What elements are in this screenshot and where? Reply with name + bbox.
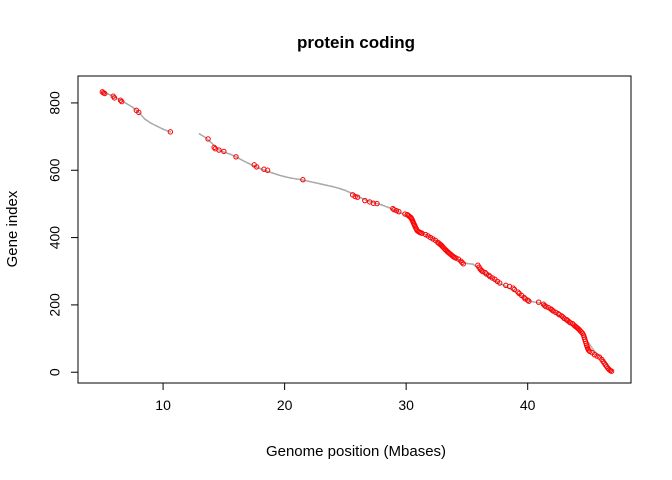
highlighted-gene-point — [526, 298, 532, 304]
highlighted-gene-point — [482, 269, 488, 276]
highlighted-gene-point — [264, 167, 271, 173]
highlighted-gene-point — [486, 272, 492, 278]
highlighted-gene-point — [354, 194, 361, 200]
highlighted-gene-point — [167, 129, 174, 135]
highlighted-gene-point — [261, 166, 267, 172]
y-tick-label: 200 — [47, 293, 63, 317]
highlighted-gene-point — [585, 347, 592, 353]
highlighted-gene-point — [480, 268, 486, 275]
highlighted-gene-point — [393, 207, 400, 214]
highlighted-gene-point — [555, 310, 561, 317]
highlighted-gene-point — [535, 299, 542, 305]
chart-title: protein coding — [297, 33, 415, 52]
gene-point — [169, 130, 172, 133]
highlighted-gene-point — [510, 285, 516, 291]
highlighted-gene-point — [549, 307, 555, 313]
highlighted-gene-point — [362, 197, 368, 204]
x-tick-label: 20 — [277, 397, 293, 413]
highlighted-gene-point — [253, 164, 260, 170]
highlighted-gene-point — [608, 368, 615, 374]
highlighted-gene-point — [567, 320, 573, 326]
y-tick-label: 400 — [47, 226, 63, 250]
highlighted-gene-point — [233, 154, 239, 160]
highlighted-gene-point — [543, 303, 549, 310]
highlighted-gene-point — [453, 255, 459, 261]
highlighted-gene-point — [391, 206, 397, 213]
highlighted-gene-point — [460, 261, 466, 267]
all-genes-series — [101, 90, 613, 372]
x-axis: 10 20 30 40 — [155, 382, 536, 413]
highlighted-gene-point — [211, 144, 217, 151]
x-tick-label: 30 — [398, 397, 414, 413]
highlighted-gene-point — [497, 280, 503, 286]
highlighted-gene-point — [111, 95, 118, 101]
highlighted-gene-point — [560, 314, 566, 320]
highlighted-gene-point — [205, 136, 211, 142]
highlighted-gene-point — [524, 297, 531, 303]
highlighted-gene-point — [396, 208, 402, 215]
highlighted-gene-point — [102, 90, 108, 97]
y-tick-label: 800 — [47, 91, 63, 115]
highlighted-gene-point — [221, 148, 227, 155]
highlighted-gene-point — [511, 286, 518, 293]
highlighted-gene-point — [136, 109, 142, 116]
highlighted-gene-point — [521, 294, 527, 301]
highlighted-gene-point — [370, 200, 377, 206]
y-tick-label: 600 — [47, 158, 63, 182]
y-axis-label: Gene index — [4, 190, 21, 267]
highlighted-gene-point — [119, 98, 125, 105]
highlighted-gene-point — [503, 282, 509, 289]
plot-frame — [77, 75, 632, 384]
highlighted-genes-series — [99, 89, 615, 374]
highlighted-gene-point — [515, 289, 521, 295]
highlighted-gene-point — [459, 259, 465, 266]
highlighted-gene-point — [374, 200, 380, 207]
highlighted-gene-point — [117, 97, 124, 103]
y-axis: 0 200 400 600 800 — [47, 91, 79, 376]
x-tick-label: 40 — [520, 397, 536, 413]
x-axis-label: Genome position (Mbases) — [266, 443, 446, 460]
highlighted-gene-point — [352, 193, 358, 200]
x-tick-label: 10 — [155, 397, 171, 413]
highlighted-gene-point — [594, 353, 600, 359]
highlighted-gene-point — [300, 176, 306, 183]
highlighted-gene-point — [216, 147, 222, 153]
y-tick-label: 0 — [47, 368, 63, 376]
